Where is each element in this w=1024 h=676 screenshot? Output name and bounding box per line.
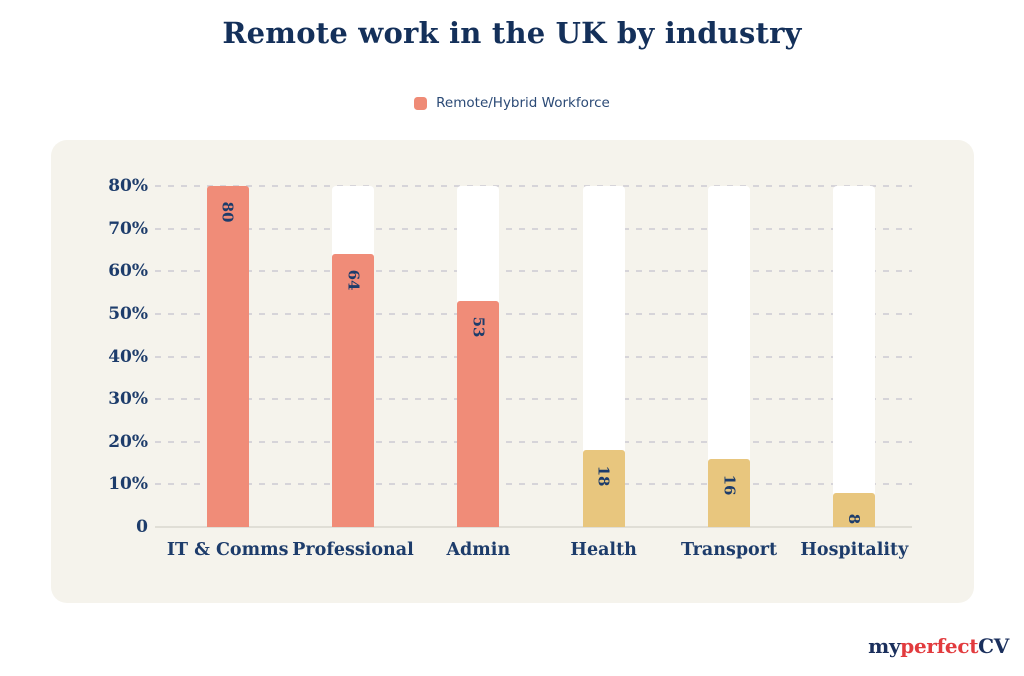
chart-panel: 80% 70% 60% 50% 40% 30% 20% 10% 0 80 IT & Comms 64 P…: [51, 140, 974, 603]
y-tick-label: 20%: [108, 431, 148, 452]
x-axis-baseline: [155, 526, 912, 528]
bar-value-label: 16: [720, 474, 738, 496]
x-category-label: IT & Comms: [166, 540, 289, 560]
brand-logo: myperfectCV: [868, 634, 1009, 658]
bar-it-comms: [206, 186, 249, 527]
y-tick-label: 30%: [108, 389, 148, 410]
legend: Remote/Hybrid Workforce: [0, 95, 1024, 111]
legend-swatch-icon: [414, 96, 428, 110]
gridline: [155, 270, 912, 273]
bar-hospitality: [833, 492, 876, 527]
logo-part-cv: CV: [978, 634, 1009, 658]
y-tick-label: 70%: [108, 218, 148, 239]
bar-admin: [457, 301, 500, 527]
bar-background: [833, 186, 876, 527]
bar-value-label: 53: [469, 316, 488, 338]
gridline: [155, 483, 912, 486]
bar-transport: [708, 458, 750, 527]
legend-label: Remote/Hybrid Workforce: [436, 95, 610, 111]
logo-part-my: my: [868, 634, 901, 658]
bar-value-label: 80: [218, 201, 237, 223]
x-category-label: Health: [570, 540, 637, 560]
x-category-label: Professional: [292, 540, 414, 560]
x-category-label: Transport: [680, 540, 778, 560]
y-tick-label: 40%: [108, 346, 148, 367]
y-tick-label: 10%: [108, 474, 148, 495]
chart-title: Remote work in the UK by industry: [222, 16, 802, 50]
gridline: [155, 185, 912, 187]
bar-professional: [332, 254, 374, 527]
logo-part-perfect: perfect: [900, 634, 979, 658]
y-tick-label: 50%: [108, 303, 148, 324]
bar-health: [582, 450, 625, 527]
gridline: [155, 312, 912, 315]
gridline: [155, 440, 912, 443]
x-category-label: Admin: [446, 540, 511, 560]
plot-area: 80% 70% 60% 50% 40% 30% 20% 10% 0 80 IT & Comms 64 P…: [51, 140, 974, 603]
bar-value-label: 8: [845, 513, 864, 525]
gridline: [155, 355, 912, 358]
y-tick-label: 60%: [108, 261, 148, 282]
bar-value-label: 64: [344, 269, 362, 291]
bar-value-label: 18: [594, 465, 613, 487]
x-category-label: Hospitality: [800, 540, 909, 560]
y-tick-label: 0: [136, 517, 148, 537]
gridline: [155, 227, 912, 230]
y-tick-label: 80%: [108, 176, 148, 196]
gridline: [155, 398, 912, 401]
